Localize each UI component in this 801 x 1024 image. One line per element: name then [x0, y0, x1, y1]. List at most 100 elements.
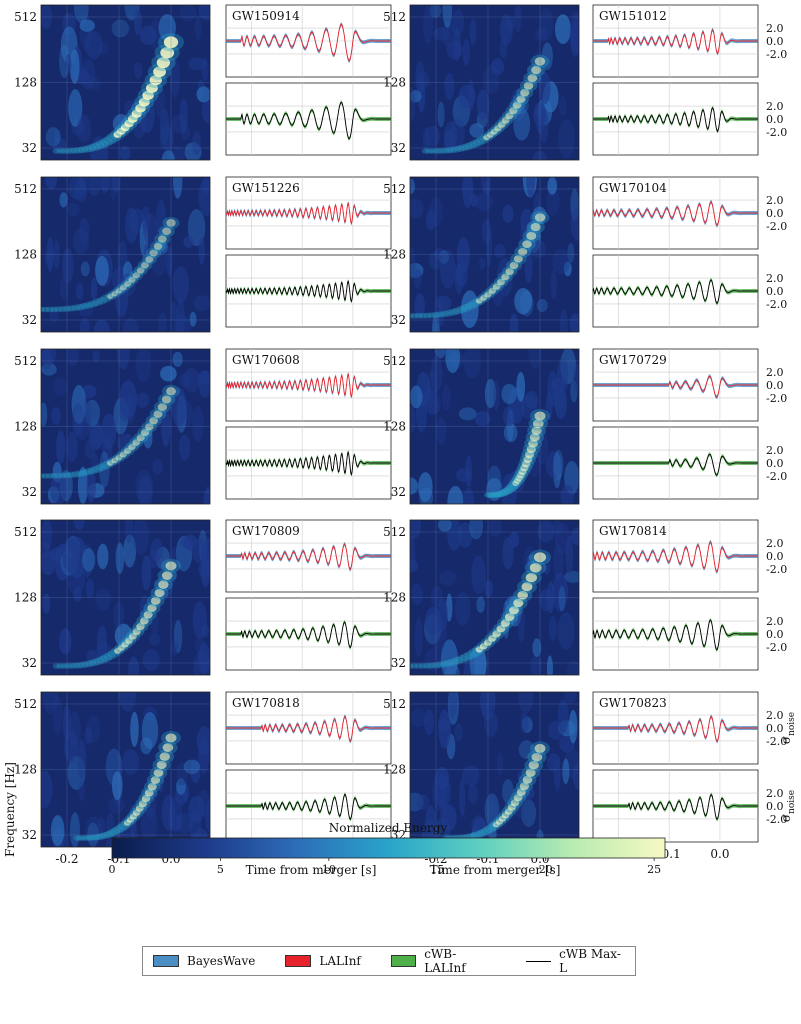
waveform-top-GW170818: GW170818: [225, 691, 392, 765]
chirp-core: [531, 752, 543, 762]
spectrogram-noise-blob: [414, 617, 423, 657]
spectrogram-noise-blob: [76, 739, 87, 780]
spectrogram-noise-blob: [69, 710, 81, 749]
spectrogram-noise-blob: [73, 586, 82, 603]
lalinf-line: [593, 716, 758, 742]
spectrogram-noise-blob: [502, 779, 514, 805]
waveform-top-GW170823: GW170823: [592, 691, 759, 765]
chirp-glow: [82, 660, 92, 668]
chirp-core: [505, 112, 514, 120]
spectrogram-noise-blob: [62, 538, 80, 573]
spectrogram-noise-blob: [440, 639, 459, 675]
spectrogram-noise-blob: [183, 235, 194, 248]
spectrogram-noise-blob: [138, 475, 153, 504]
spectrogram-ytick-label: 128: [383, 76, 406, 90]
chirp-core: [141, 795, 151, 803]
spectrogram-noise-blob: [97, 625, 108, 659]
spectrogram-noise-blob: [530, 239, 547, 259]
spectrogram-noise-blob: [198, 738, 210, 774]
spectrogram-noise-blob: [546, 188, 560, 216]
spectrogram-noise-blob: [180, 126, 191, 140]
spectrogram-noise-blob: [410, 520, 422, 540]
spectrogram-noise-blob: [552, 544, 564, 580]
chirp-glow: [498, 489, 509, 497]
y-axis-label-frequency: Frequency [Hz]: [3, 762, 17, 857]
spectrogram-noise-blob: [179, 5, 197, 22]
spectrogram-noise-blob: [439, 249, 456, 289]
spectrogram-noise-blob: [424, 709, 434, 735]
spectrogram-noise-blob: [201, 57, 209, 82]
spectrogram-noise-blob: [119, 273, 136, 297]
chirp-core: [505, 268, 514, 275]
spectrogram-noise-blob: [172, 314, 191, 332]
chirp-glow: [49, 306, 59, 313]
spectrogram-noise-blob: [140, 806, 158, 843]
chirp-glow: [82, 835, 91, 841]
chirp-glow: [439, 310, 450, 318]
y-axis-label-sigma-noise: σnoise: [779, 712, 797, 744]
spectrogram-noise-blob: [536, 298, 548, 313]
chirp-core: [150, 776, 161, 784]
spectrogram-content: [41, 349, 210, 504]
chirp-core: [128, 633, 137, 640]
chirp-glow: [41, 306, 45, 313]
event-label-bg: [229, 180, 291, 194]
chirp-glow: [67, 147, 77, 154]
chirp-glow: [447, 658, 459, 666]
spectrogram-noise-blob: [535, 27, 548, 42]
chirp-glow: [41, 306, 50, 313]
spectrogram-noise-blob: [547, 753, 561, 772]
chirp-core: [136, 267, 145, 274]
event-label-bg: [229, 523, 291, 537]
spectrogram-noise-blob: [418, 472, 433, 502]
spectrogram-noise-blob: [530, 654, 542, 675]
spectrogram-noise-blob: [569, 13, 579, 54]
spectrogram-noise-blob: [195, 636, 206, 654]
spectrogram-content: [410, 349, 579, 504]
chirp-glow: [410, 663, 414, 669]
chirp-glow: [66, 471, 76, 479]
chirp-core: [149, 249, 158, 257]
spectrogram-noise-blob: [193, 295, 210, 312]
spectrogram-noise-blob: [554, 14, 572, 45]
spectrogram-noise-blob: [205, 800, 210, 833]
chirp-glow: [56, 148, 65, 154]
chirp-core: [132, 628, 141, 636]
spectrogram-noise-blob: [175, 812, 194, 834]
chirp-core: [147, 783, 157, 791]
spectrogram-noise-blob: [520, 712, 529, 733]
chirp-glow: [444, 309, 454, 317]
chirp-glow: [485, 492, 494, 498]
spectrogram-GW170608: [40, 348, 211, 505]
spectrogram-noise-blob: [79, 217, 90, 243]
waveform-ytick-label: 2.0: [766, 22, 784, 35]
spectrogram-noise-blob: [572, 762, 579, 790]
spectrogram-noise-blob: [462, 38, 470, 66]
chirp-glow: [414, 663, 423, 669]
spectrogram-noise-blob: [88, 420, 103, 451]
spectrogram-noise-blob: [552, 248, 571, 275]
event-label: GW170823: [599, 696, 667, 710]
chirp-core: [528, 439, 538, 448]
chirp-glow: [91, 834, 101, 841]
spectrogram-noise-blob: [160, 365, 177, 382]
chirp-core: [529, 562, 542, 573]
spectrogram-noise-blob: [197, 370, 210, 385]
chirp-core: [513, 598, 524, 608]
waveform-ytick-label: -2.0: [766, 48, 787, 61]
chirp-glow: [504, 484, 517, 493]
spectrogram-noise-blob: [72, 228, 89, 255]
spectrogram-noise-blob: [133, 61, 143, 79]
spectrogram-noise-blob: [156, 199, 167, 239]
spectrogram-ytick-label: 128: [383, 763, 406, 777]
spectrogram-noise-blob: [130, 711, 139, 747]
spectrogram-noise-blob: [416, 71, 430, 89]
spectrogram-noise-blob: [456, 237, 470, 274]
chirp-core: [500, 619, 510, 627]
chirp-core: [128, 443, 136, 450]
spectrogram-noise-blob: [111, 19, 130, 38]
spectrogram-noise-blob: [502, 204, 514, 223]
spectrogram-noise-blob: [410, 198, 424, 219]
spectrogram-noise-blob: [426, 209, 436, 231]
legend-label-bayeswave: BayesWave: [187, 954, 256, 968]
